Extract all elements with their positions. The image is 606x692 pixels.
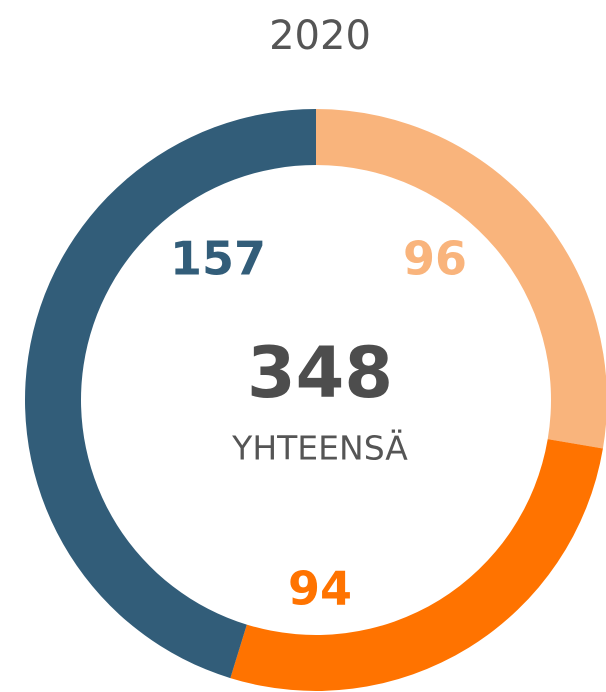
donut-segment — [230, 439, 603, 692]
data-label: 96 — [403, 232, 467, 286]
data-label: 157 — [170, 232, 266, 286]
chart-title: 2020 — [269, 13, 371, 59]
center-value: 348 — [247, 332, 393, 414]
donut-segment — [316, 109, 606, 449]
data-label: 94 — [288, 562, 352, 616]
center-label: YHTEENSÄ — [231, 429, 408, 468]
donut-segment — [24, 109, 316, 679]
